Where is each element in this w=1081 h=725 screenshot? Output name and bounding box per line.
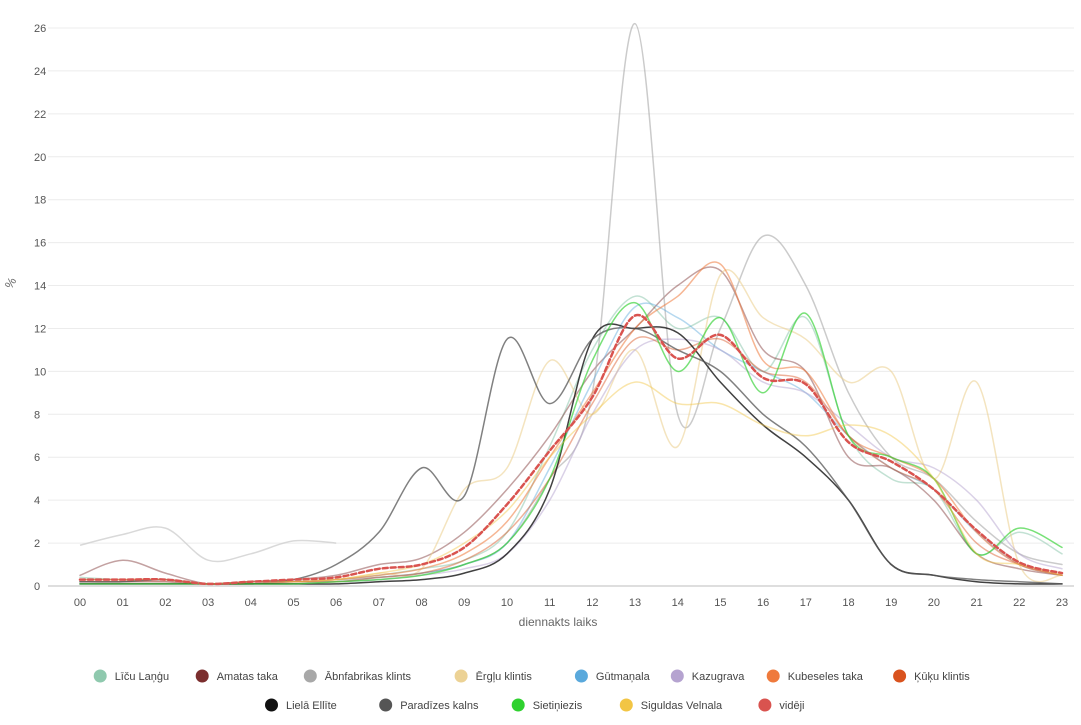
x-tick-label: 18: [842, 597, 854, 609]
series-line-6: [79, 261, 1063, 585]
y-tick-label: 22: [34, 109, 46, 121]
legend-label: Siguldas Velnala: [641, 700, 723, 712]
y-tick-label: 4: [34, 495, 40, 507]
y-tick-label: 24: [34, 66, 46, 78]
legend-item[interactable]: Ābnfabrikas klints: [303, 669, 412, 684]
x-tick-label: 19: [885, 597, 897, 609]
legend-label: Ķūķu klintis: [914, 671, 970, 683]
legend-item[interactable]: Paradīzes kalns: [379, 698, 479, 713]
y-tick-label: 26: [34, 23, 46, 35]
legend: Līču Laņģu Amatas taka Ābnfabrikas klints Ē…: [93, 669, 970, 713]
series-line-3: [79, 269, 1063, 585]
x-tick-label: 11: [544, 597, 555, 609]
legend-swatch: [379, 698, 393, 712]
y-tick-label: 20: [34, 152, 46, 164]
series-line-12: [78, 314, 1064, 586]
x-tick-label: 02: [159, 597, 171, 609]
legend-label: Paradīzes kalns: [400, 700, 479, 712]
x-tick-label: 17: [800, 597, 812, 609]
legend-swatch: [93, 669, 107, 683]
legend-item[interactable]: Gūtmaņala: [574, 669, 651, 684]
y-tick-label: 0: [34, 581, 40, 593]
x-tick-label: 04: [245, 597, 257, 609]
y-tick-label: 16: [34, 238, 46, 250]
legend-label: vidēji: [779, 700, 804, 712]
y-axis-title: %: [2, 275, 20, 292]
y-tick-label: 18: [34, 195, 46, 207]
legend-label: Kazugrava: [692, 671, 745, 683]
x-tick-label: 06: [330, 597, 342, 609]
x-tick-label: 05: [287, 597, 299, 609]
y-tick-label: 14: [34, 281, 46, 293]
legend-label: Līču Laņģu: [115, 670, 169, 683]
legend-label: Kubeseles taka: [788, 671, 864, 683]
series-line-4: [79, 302, 1063, 585]
y-tick-label: 2: [34, 538, 40, 550]
y-tick-label: 10: [34, 366, 46, 378]
legend-item[interactable]: Kazugrava: [670, 669, 745, 684]
legend-label: Sietiņiezis: [533, 700, 583, 712]
legend-item[interactable]: Līču Laņģu: [93, 669, 169, 684]
legend-swatch: [670, 669, 684, 683]
legend-item[interactable]: Sietiņiezis: [511, 698, 583, 713]
background-trace-line: [79, 526, 337, 563]
legend-item[interactable]: Lielā Ellīte: [265, 698, 337, 713]
x-tick-label: 13: [629, 597, 641, 609]
legend-item[interactable]: Ķūķu klintis: [893, 669, 970, 684]
legend-swatch: [766, 669, 780, 683]
x-tick-label: 10: [501, 597, 513, 609]
legend-label: Lielā Ellīte: [286, 700, 337, 712]
legend-swatch: [893, 669, 907, 683]
x-tick-label: 12: [586, 597, 598, 609]
x-tick-label: 03: [202, 597, 214, 609]
legend-swatch: [303, 669, 317, 683]
y-tick-label: 6: [34, 452, 40, 464]
legend-swatch: [265, 698, 278, 712]
y-tick-label: 8: [34, 409, 40, 421]
x-tick-label: 09: [458, 597, 470, 609]
legend-swatch: [574, 669, 588, 683]
x-axis-title: diennakts laiks: [519, 615, 598, 629]
legend-label: Gūtmaņala: [596, 671, 651, 683]
legend-swatch: [511, 698, 525, 712]
x-tick-label: 16: [757, 597, 769, 609]
x-tick-label: 21: [970, 597, 982, 609]
legend-swatch: [758, 698, 772, 712]
legend-item[interactable]: Kubeseles taka: [766, 669, 864, 684]
legend-item[interactable]: Siguldas Velnala: [619, 698, 723, 713]
legend-swatch: [619, 698, 633, 712]
x-tick-label: 22: [1013, 597, 1025, 609]
legend-swatch: [454, 669, 468, 683]
x-tick-label: 20: [928, 597, 940, 609]
x-tick-label: 01: [117, 597, 129, 609]
legend-item[interactable]: Amatas taka: [195, 669, 279, 684]
legend-item[interactable]: Ērgļu klintis: [454, 669, 533, 684]
legend-item[interactable]: vidēji: [758, 698, 804, 713]
series-lines: [78, 22, 1064, 586]
legend-label: Ābnfabrikas klints: [325, 671, 412, 683]
x-tick-label: 00: [74, 597, 86, 609]
x-tick-label: 14: [672, 597, 684, 609]
x-tick-label: 07: [373, 597, 385, 609]
legend-label: Ērgļu klintis: [476, 671, 533, 683]
x-axis-ticks: 00 01 02 03 04 05 06 07 08 09 10 11 12 13 14 15 16 17 18 19…: [74, 597, 1068, 609]
x-tick-label: 08: [415, 597, 427, 609]
series-line-10: [79, 301, 1063, 585]
x-tick-label: 23: [1056, 597, 1068, 609]
gridlines: [48, 27, 1074, 587]
background-traces: [79, 526, 337, 563]
legend-label: Amatas taka: [217, 671, 279, 683]
y-tick-label: 12: [34, 323, 46, 335]
x-tick-label: 15: [714, 597, 726, 609]
series-line-7: [79, 336, 1063, 585]
legend-swatch: [195, 669, 209, 683]
